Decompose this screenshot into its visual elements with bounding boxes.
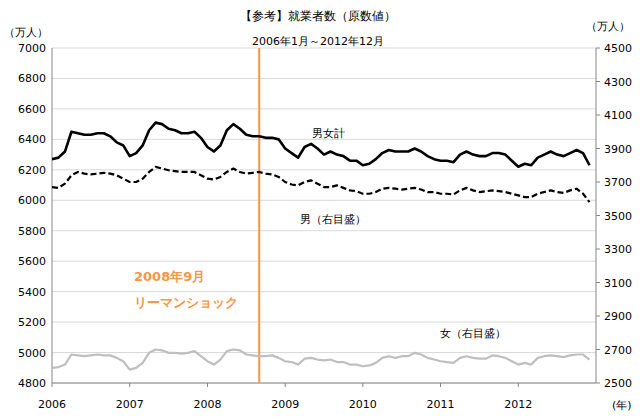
y-tick-label: 7000 (18, 42, 46, 55)
y2-tick (596, 215, 600, 216)
grid-line (52, 200, 596, 201)
x-tick (129, 383, 130, 387)
y-tick-label: 6600 (18, 103, 46, 116)
series-line (52, 350, 590, 370)
y2-tick-label: 3500 (604, 210, 632, 223)
series-label: 女（右目盛） (440, 327, 506, 340)
series-line (52, 123, 590, 167)
x-tick (440, 383, 441, 387)
y-tick-label: 6000 (18, 194, 46, 207)
grid-line (52, 322, 596, 323)
y2-tick (596, 316, 600, 317)
y2-tick (596, 182, 600, 183)
y2-tick (596, 383, 600, 384)
y-axis-label: （万人） (4, 26, 48, 39)
x-tick (285, 383, 286, 387)
grid-line (52, 108, 596, 109)
y-tick-label: 6800 (18, 72, 46, 85)
grid-line (52, 78, 596, 79)
grid-line (52, 48, 596, 49)
y2-tick-label: 4300 (604, 76, 632, 89)
y2-tick-label: 2700 (604, 344, 632, 357)
y-tick-label: 4800 (18, 377, 46, 390)
series-label: 男女計 (312, 127, 345, 140)
x-tick (362, 383, 363, 387)
series-label: 男（右目盛） (300, 213, 366, 226)
grid-line (52, 291, 596, 292)
chart: 【参考】就業者数（原数値） 2006年1月～2012年12月 （万人） （万人） (年)… (0, 0, 643, 417)
x-tick-label: 2009 (271, 398, 299, 411)
y2-tick (596, 282, 600, 283)
series-group (52, 123, 590, 370)
annotation-group (259, 48, 260, 383)
y2-tick-label: 3900 (604, 143, 632, 156)
y2-tick (596, 115, 600, 116)
y2-tick-label: 4500 (604, 42, 632, 55)
y2-tick-label: 2900 (604, 310, 632, 323)
x-tick-label: 2006 (38, 398, 66, 411)
y-tick-label: 5600 (18, 255, 46, 268)
x-tick-label: 2007 (116, 398, 144, 411)
x-axis-line (52, 383, 596, 384)
title: 【参考】就業者数（原数値） (240, 9, 396, 23)
x-tick-label: 2008 (193, 398, 221, 411)
annotation-line (258, 48, 260, 383)
y2-tick (596, 81, 600, 82)
y2-tick-label: 3700 (604, 176, 632, 189)
y2-tick (596, 48, 600, 49)
x-tick-label: 2010 (349, 398, 377, 411)
x-tick (52, 383, 53, 387)
y2-tick-label: 3300 (604, 243, 632, 256)
y2-axis-line (596, 48, 597, 383)
y-tick-label: 5800 (18, 225, 46, 238)
y-tick-label: 6200 (18, 164, 46, 177)
y-axis-line (52, 48, 53, 383)
grid-line (52, 383, 596, 384)
annotation-text: 2008年9月 (134, 269, 205, 284)
series-line (52, 167, 590, 202)
annotation-text: リーマンショック (134, 295, 238, 310)
grid-line (52, 230, 596, 231)
y2-tick-label: 4100 (604, 109, 632, 122)
y2-tick-label: 2500 (604, 377, 632, 390)
x-tick (207, 383, 208, 387)
x-tick-label: 2011 (427, 398, 455, 411)
y2-axis-label: （万人） (586, 20, 630, 33)
y-tick-label: 5000 (18, 347, 46, 360)
y-tick-label: 5400 (18, 286, 46, 299)
y-tick-label: 6400 (18, 133, 46, 146)
y2-tick (596, 249, 600, 250)
y2-tick-label: 3100 (604, 277, 632, 290)
y-tick-label: 5200 (18, 316, 46, 329)
x-tick-label: 2012 (504, 398, 532, 411)
grid-line (52, 261, 596, 262)
y2-tick (596, 148, 600, 149)
grid-line (52, 352, 596, 353)
grid-line (52, 169, 596, 170)
x-axis-label: (年) (612, 399, 632, 412)
x-tick (518, 383, 519, 387)
subtitle: 2006年1月～2012年12月 (252, 35, 384, 48)
y2-tick (596, 349, 600, 350)
